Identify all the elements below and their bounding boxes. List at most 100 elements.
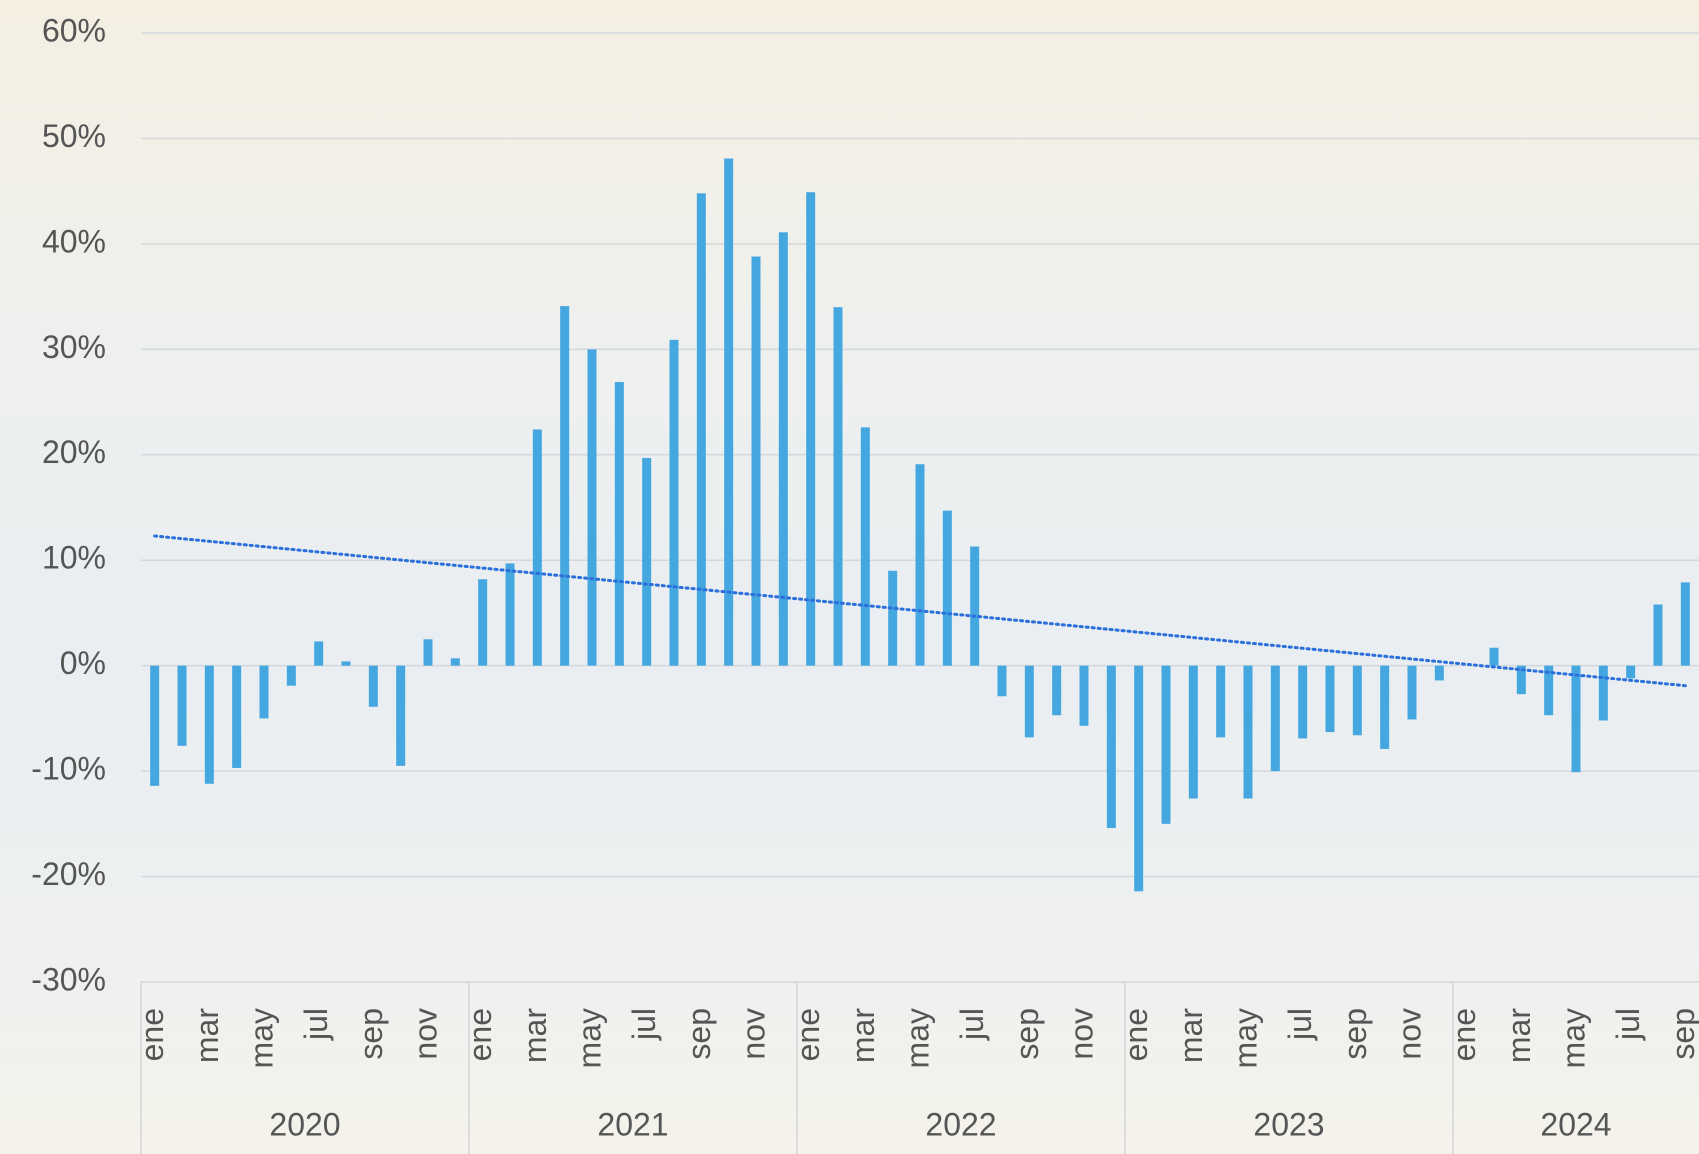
x-tick-label: may <box>1555 1008 1591 1068</box>
y-tick-label: 50% <box>42 118 106 154</box>
y-tick-label: -20% <box>31 856 106 892</box>
x-tick-label: ene <box>1118 1008 1154 1061</box>
x-tick-label: mar <box>845 1008 881 1063</box>
bar <box>998 666 1007 697</box>
bar <box>287 666 296 686</box>
bar <box>888 571 897 666</box>
x-tick-label: ene <box>790 1008 826 1061</box>
y-tick-label: -10% <box>31 751 106 787</box>
bar <box>806 192 815 665</box>
bar <box>1244 666 1253 799</box>
bar <box>1298 666 1307 739</box>
bar <box>861 427 870 665</box>
y-tick-label: 30% <box>42 329 106 365</box>
x-tick-label: mar <box>1501 1008 1537 1063</box>
bar <box>1216 666 1225 738</box>
bar <box>1490 648 1499 666</box>
x-tick-label: sep <box>1665 1008 1699 1060</box>
bar <box>588 349 597 665</box>
x-tick-label: jul <box>1282 1008 1318 1041</box>
bar <box>1572 666 1581 772</box>
x-tick-label: may <box>899 1008 935 1068</box>
bar <box>396 666 405 766</box>
x-tick-label: jul <box>954 1008 990 1041</box>
bar <box>1107 666 1116 828</box>
bar <box>697 193 706 665</box>
bar <box>560 306 569 666</box>
bar <box>478 579 487 665</box>
x-tick-label: may <box>571 1008 607 1068</box>
year-label: 2022 <box>925 1106 996 1142</box>
x-tick-label: may <box>243 1008 279 1068</box>
bar <box>1435 666 1444 681</box>
bar <box>724 158 733 665</box>
bar <box>369 666 378 707</box>
bar <box>1326 666 1335 732</box>
bar <box>1353 666 1362 736</box>
x-tick-label: nov <box>1391 1008 1427 1060</box>
x-tick-label: may <box>1227 1008 1263 1068</box>
bar <box>178 666 187 746</box>
bar <box>642 458 651 666</box>
year-label: 2021 <box>597 1106 668 1142</box>
bar <box>506 563 515 665</box>
bar <box>342 661 351 665</box>
x-tick-label: mar <box>189 1008 225 1063</box>
x-tick-label: jul <box>298 1008 334 1041</box>
y-tick-label: 60% <box>42 12 106 48</box>
bar <box>1134 666 1143 892</box>
x-tick-label: sep <box>681 1008 717 1060</box>
bar <box>1408 666 1417 720</box>
bar <box>260 666 269 719</box>
page: -30%-20%-10%0%10%20%30%40%50%60%enemarma… <box>0 0 1699 1154</box>
chart: -30%-20%-10%0%10%20%30%40%50%60%enemarma… <box>0 0 1699 1154</box>
x-tick-label: mar <box>517 1008 553 1063</box>
bar <box>779 232 788 665</box>
y-tick-label: -30% <box>31 961 106 997</box>
x-tick-label: ene <box>134 1008 170 1061</box>
x-tick-label: nov <box>1063 1008 1099 1060</box>
bar <box>1162 666 1171 824</box>
bar <box>1681 582 1690 665</box>
x-tick-label: ene <box>1446 1008 1482 1061</box>
x-tick-label: nov <box>407 1008 443 1060</box>
x-tick-label: nov <box>735 1008 771 1060</box>
bar <box>970 547 979 666</box>
y-tick-label: 20% <box>42 434 106 470</box>
x-tick-label: jul <box>626 1008 662 1041</box>
bar <box>451 658 460 665</box>
bar <box>834 307 843 666</box>
bar <box>150 666 159 786</box>
bar <box>533 429 542 665</box>
bar <box>1599 666 1608 721</box>
bar <box>1052 666 1061 716</box>
year-label: 2020 <box>269 1106 340 1142</box>
x-tick-label: mar <box>1173 1008 1209 1063</box>
bar <box>1380 666 1389 749</box>
bar <box>1025 666 1034 738</box>
bar <box>752 257 761 666</box>
x-tick-label: sep <box>1009 1008 1045 1060</box>
bar <box>943 511 952 666</box>
x-tick-label: jul <box>1610 1008 1646 1041</box>
bar <box>1189 666 1198 799</box>
bar <box>232 666 241 768</box>
bar <box>1654 605 1663 666</box>
y-tick-label: 10% <box>42 540 106 576</box>
x-tick-label: sep <box>1337 1008 1373 1060</box>
y-tick-label: 0% <box>60 645 106 681</box>
bar <box>1080 666 1089 726</box>
x-tick-label: ene <box>462 1008 498 1061</box>
x-tick-label: sep <box>353 1008 389 1060</box>
bar <box>670 340 679 666</box>
bar <box>615 382 624 666</box>
bar <box>916 464 925 665</box>
bar <box>314 641 323 665</box>
bar <box>205 666 214 784</box>
bar <box>1271 666 1280 771</box>
year-label: 2023 <box>1253 1106 1324 1142</box>
y-tick-label: 40% <box>42 223 106 259</box>
bar <box>424 639 433 665</box>
year-label: 2024 <box>1540 1106 1611 1142</box>
bar <box>1626 666 1635 679</box>
